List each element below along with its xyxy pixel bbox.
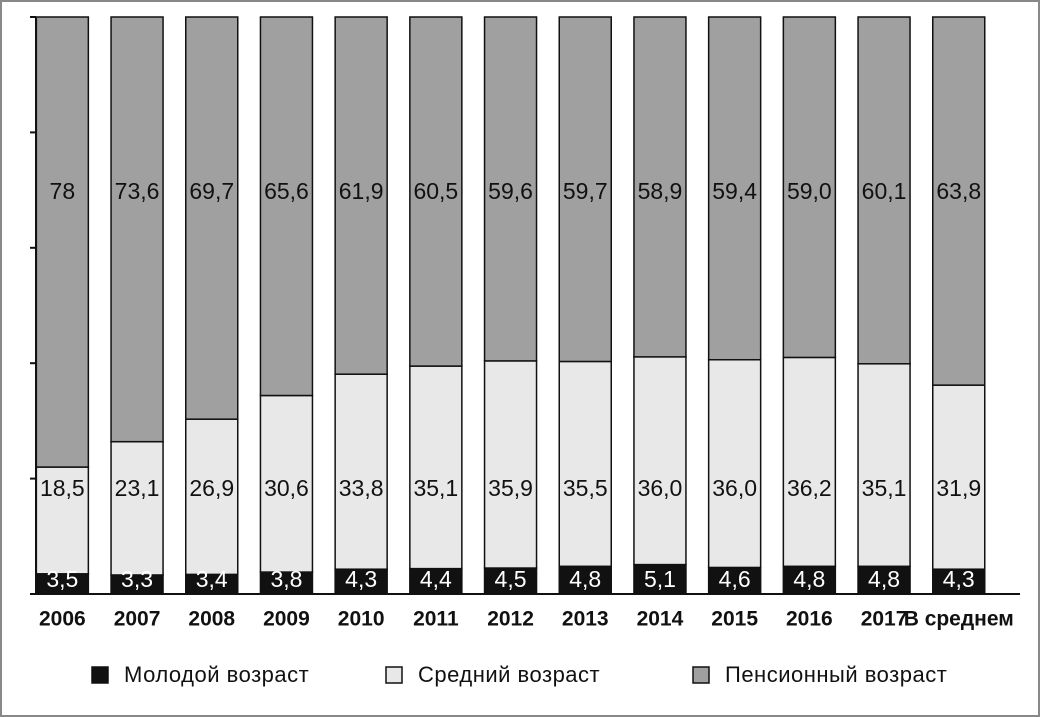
bar-segment: [259, 16, 314, 397]
x-tick-label: 2007: [114, 608, 161, 631]
value-label: 4,4: [420, 566, 452, 592]
bar-segment: [782, 16, 837, 359]
value-label: 59,7: [563, 178, 608, 204]
value-label: 73,6: [115, 178, 160, 204]
bar-segment: [932, 384, 986, 570]
value-label: 36,2: [787, 475, 832, 501]
bar-segment: [185, 16, 239, 420]
bar-segment: [782, 565, 837, 595]
x-tick-label: 2015: [711, 608, 758, 631]
legend-label: Пенсионный возраст: [725, 662, 947, 687]
value-label: 4,5: [495, 566, 527, 592]
value-label: 3,5: [46, 566, 78, 592]
bar-segment: [633, 16, 687, 358]
legend-label: Средний возраст: [418, 662, 600, 687]
value-label: 61,9: [339, 178, 384, 204]
x-tick-label: 2012: [487, 608, 534, 631]
value-label: 4,3: [943, 566, 975, 592]
value-label: 4,8: [793, 566, 825, 592]
legend-swatch: [91, 666, 109, 684]
x-tick-label: 2010: [338, 608, 385, 631]
value-label: 3,8: [270, 566, 302, 592]
legend-label: Молодой возраст: [124, 662, 309, 687]
value-label: 4,8: [868, 566, 900, 592]
value-label: 65,6: [264, 178, 309, 204]
value-label: 36,0: [712, 475, 757, 501]
bar-segment: [932, 16, 986, 386]
value-label: 35,1: [413, 475, 458, 501]
bar-segment: [409, 365, 463, 570]
bar-segment: [558, 16, 612, 363]
value-label: 26,9: [189, 475, 234, 501]
bar-segment: [110, 440, 164, 576]
bar-segment: [35, 16, 90, 468]
bar-segment: [483, 567, 538, 595]
value-label: 5,1: [644, 566, 676, 592]
bar-segment: [857, 363, 911, 568]
bar-segment: [633, 356, 687, 566]
value-label: 33,8: [339, 475, 384, 501]
x-tick-label: 2013: [562, 608, 609, 631]
bar-segment: [334, 373, 388, 570]
x-tick-label: 2014: [637, 608, 684, 631]
x-tick-label: 2011: [413, 608, 459, 631]
bar-segment: [259, 394, 314, 573]
x-tick-label: 2008: [188, 608, 235, 631]
value-label: 3,3: [121, 566, 153, 592]
bar-segment: [483, 16, 538, 362]
value-label: 35,1: [862, 475, 907, 501]
value-label: 63,8: [936, 178, 981, 204]
value-label: 4,8: [569, 566, 601, 592]
bar-segment: [707, 358, 762, 569]
bar-segment: [932, 568, 986, 595]
bar-segment: [35, 466, 90, 575]
value-label: 4,6: [719, 566, 751, 592]
x-tick-label: В среднем: [904, 608, 1014, 631]
bar-segment: [334, 16, 388, 375]
value-label: 58,9: [638, 178, 683, 204]
bar-segment: [110, 16, 164, 443]
bar-segment: [857, 16, 911, 365]
x-tick-label: 2017: [861, 608, 908, 631]
x-tick-label: 2016: [786, 608, 833, 631]
value-label: 23,1: [115, 475, 160, 501]
value-label: 35,9: [488, 475, 533, 501]
value-label: 69,7: [189, 178, 234, 204]
value-label: 30,6: [264, 475, 309, 501]
value-label: 4,3: [345, 566, 377, 592]
bar-segment: [483, 360, 538, 569]
legend-swatch: [385, 666, 403, 684]
bar-segment: [707, 16, 762, 361]
value-label: 78: [50, 178, 76, 204]
bar-segment: [782, 356, 837, 568]
bar-segment: [707, 566, 762, 595]
x-tick-label: 2009: [263, 608, 310, 631]
value-label: 59,4: [712, 178, 757, 204]
value-label: 60,1: [862, 178, 907, 204]
value-label: 36,0: [638, 475, 683, 501]
value-label: 18,5: [40, 475, 85, 501]
bar-segment: [558, 360, 612, 568]
bar-segment: [185, 418, 239, 576]
value-label: 3,4: [196, 566, 228, 592]
value-label: 35,5: [563, 475, 608, 501]
x-tick-label: 2006: [39, 608, 86, 631]
value-label: 31,9: [936, 475, 981, 501]
value-label: 60,5: [413, 178, 458, 204]
legend-swatch: [692, 666, 710, 684]
bar-segment: [409, 16, 463, 367]
value-label: 59,0: [787, 178, 832, 204]
value-label: 59,6: [488, 178, 533, 204]
